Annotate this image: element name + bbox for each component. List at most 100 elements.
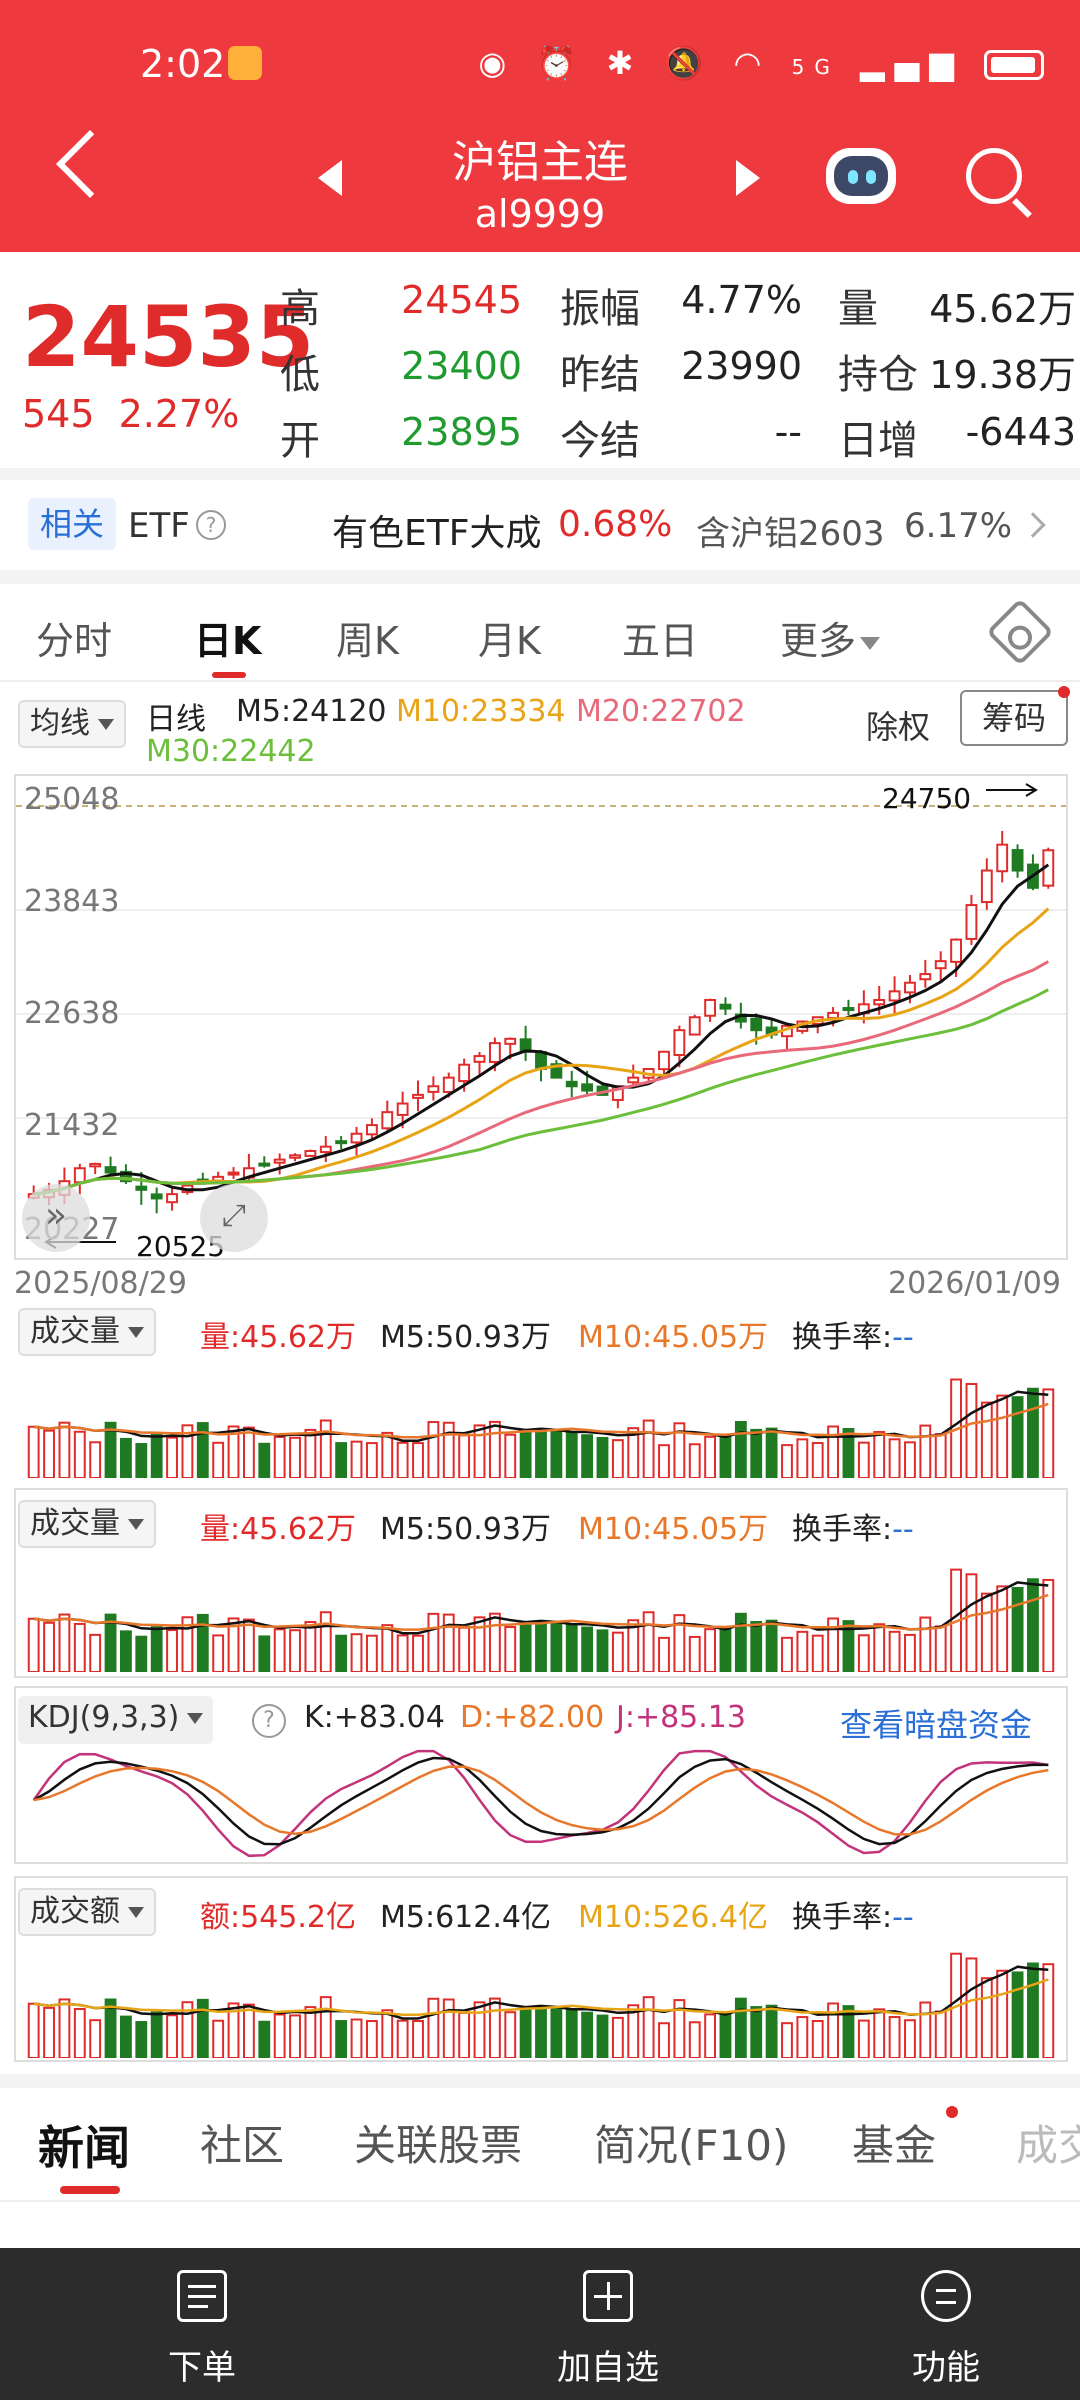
quote-label-high: 高 xyxy=(280,286,320,332)
tab-daily-k[interactable]: 日K xyxy=(194,619,262,663)
turnover-value: -- xyxy=(892,1512,914,1547)
help-icon[interactable]: ? xyxy=(196,510,226,540)
add-watchlist-button[interactable]: 加自选 xyxy=(488,2248,728,2400)
etf-holding-pct: 6.17% xyxy=(904,506,1013,546)
volume-bar xyxy=(980,1592,993,1672)
tab-fund[interactable]: 基金 xyxy=(852,2121,937,2170)
tab-monthly-k[interactable]: 月K xyxy=(478,619,541,663)
kdj-select[interactable]: KDJ(9,3,3) xyxy=(18,1696,214,1744)
volume-bar xyxy=(980,1401,993,1478)
tab-more[interactable]: 更多 xyxy=(780,610,881,665)
amount-select-label: 成交额 xyxy=(30,1894,120,1929)
candle-body xyxy=(350,1132,363,1144)
help-icon[interactable]: ? xyxy=(252,1704,286,1738)
volume-bar xyxy=(43,1621,55,1672)
quote-value-daily-change: -6443 xyxy=(965,410,1076,454)
candle-body xyxy=(365,1124,378,1136)
volume-bar xyxy=(781,2022,793,2058)
divider xyxy=(0,468,1080,480)
wifi-icon: ◠ xyxy=(733,44,772,82)
volume-bar xyxy=(550,2006,563,2058)
volume-bar xyxy=(934,2010,947,2058)
volume-bar xyxy=(750,1621,763,1672)
volume-ma10-line xyxy=(33,1978,1049,2017)
kdj-chart[interactable] xyxy=(16,1748,1066,1862)
tab-profile-f10[interactable]: 简况(F10) xyxy=(594,2121,789,2170)
amount-chart[interactable] xyxy=(16,1944,1066,2058)
candle-body xyxy=(535,1051,547,1071)
volume-bar xyxy=(442,1421,455,1478)
volume-bar xyxy=(396,1441,409,1478)
volume-bar xyxy=(427,1997,440,2058)
order-button[interactable]: 下单 xyxy=(82,2248,322,2400)
volume-bar xyxy=(212,2019,225,2058)
volume1-select[interactable]: 成交量 xyxy=(18,1308,156,1356)
volume-bar xyxy=(904,1633,916,1672)
tab-related-stocks[interactable]: 关联股票 xyxy=(354,2121,523,2170)
candle-body xyxy=(458,1063,471,1083)
back-icon[interactable] xyxy=(56,130,124,198)
function-button[interactable]: 功能 xyxy=(826,2248,1066,2400)
quote-label-daily-change: 日增 xyxy=(838,418,918,464)
battery-icon xyxy=(984,50,1044,80)
search-icon[interactable] xyxy=(966,148,1022,204)
candle-body xyxy=(996,843,1009,873)
volume1-select-label: 成交量 xyxy=(30,1314,120,1349)
volume-bar xyxy=(658,1444,670,1478)
candle-body xyxy=(950,938,962,963)
active-tab-indicator xyxy=(212,672,246,678)
candle-body xyxy=(335,1140,348,1145)
tab-weekly-k[interactable]: 周K xyxy=(336,619,399,663)
tab-intraday[interactable]: 分时 xyxy=(36,619,113,663)
ma20-value: M20:22702 xyxy=(576,694,746,729)
notification-dot xyxy=(1058,686,1070,698)
volume-bar xyxy=(58,1998,71,2058)
volume2-chart[interactable] xyxy=(16,1560,1066,1672)
candle-body xyxy=(873,998,886,1006)
volume-bar xyxy=(673,1422,686,1478)
volume-bar xyxy=(642,1419,655,1478)
page-title: 沪铝主连 xyxy=(452,137,628,188)
prev-contract-icon[interactable] xyxy=(318,160,342,196)
tab-five-day[interactable]: 五日 xyxy=(622,619,699,663)
indicator-select[interactable]: 均线 xyxy=(18,700,126,748)
volume-bar xyxy=(535,1620,547,1672)
tab-news[interactable]: 新闻 xyxy=(38,2121,130,2175)
amount-m5: M5:612.4亿 xyxy=(380,1900,551,1935)
volume1-chart[interactable] xyxy=(16,1370,1066,1478)
dark-pool-link[interactable]: 查看暗盘资金 xyxy=(840,1706,1033,1744)
volume-bar xyxy=(565,1623,578,1672)
kline-chart[interactable] xyxy=(16,776,1066,1258)
amount-select[interactable]: 成交额 xyxy=(18,1888,156,1936)
tab-trades[interactable]: 成交 xyxy=(1016,2121,1080,2170)
volume2-select[interactable]: 成交量 xyxy=(18,1500,156,1548)
volume-bar xyxy=(535,1428,547,1478)
fullscreen-icon[interactable]: ⤢ xyxy=(200,1184,268,1252)
volume-bar xyxy=(719,1434,732,1478)
ex-right-button[interactable]: 除权 xyxy=(866,708,931,746)
add-watchlist-icon xyxy=(583,2270,633,2322)
etf-name[interactable]: 有色ETF大成 xyxy=(332,513,542,554)
volume-bar xyxy=(27,1425,40,1478)
tab-community[interactable]: 社区 xyxy=(200,2121,285,2170)
next-contract-icon[interactable] xyxy=(736,160,760,196)
volume-bar xyxy=(335,1442,348,1478)
volume2-select-label: 成交量 xyxy=(30,1506,120,1541)
chips-button[interactable]: 筹码 xyxy=(960,690,1068,746)
settings-icon[interactable] xyxy=(986,598,1054,666)
candle-body xyxy=(381,1111,394,1130)
volume-bar xyxy=(120,1437,132,1478)
candle-body xyxy=(980,869,993,904)
kdj-d-line xyxy=(33,1765,1049,1836)
volume-bar xyxy=(43,1429,55,1478)
chevron-right-icon[interactable] xyxy=(1020,512,1046,538)
volume-bar xyxy=(258,1442,271,1478)
volume-bar xyxy=(242,1426,255,1478)
bottom-action-bar: 下单 加自选 功能 xyxy=(0,2248,1080,2400)
volume-bar xyxy=(704,1628,717,1672)
robot-assistant-icon[interactable] xyxy=(826,148,896,204)
volume-bar xyxy=(904,1441,916,1478)
app-notification-icon xyxy=(228,46,262,80)
expand-left-icon[interactable]: » xyxy=(22,1184,90,1252)
volume2-frame xyxy=(14,1488,1068,1678)
